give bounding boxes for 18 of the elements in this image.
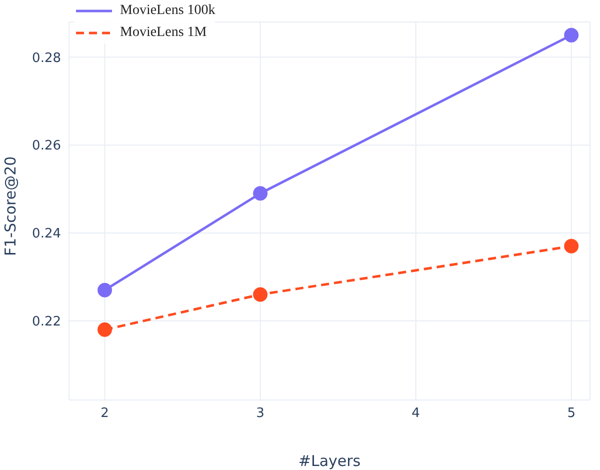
y-tick-label: 0.22 bbox=[32, 314, 61, 330]
x-tick-label: 5 bbox=[567, 406, 576, 422]
point bbox=[98, 282, 112, 298]
x-axis-title: #Layers bbox=[298, 452, 361, 470]
x-tick-label: 3 bbox=[256, 406, 264, 422]
y-tick-label: 0.24 bbox=[32, 226, 61, 242]
point bbox=[253, 287, 268, 302]
x-tick-label: 4 bbox=[412, 406, 420, 422]
y-tick-label: 0.28 bbox=[32, 50, 61, 66]
y-axis-title: F1-Score@20 bbox=[1, 156, 20, 256]
point bbox=[564, 238, 579, 254]
point bbox=[564, 28, 579, 42]
x-tick-label: 2 bbox=[100, 406, 109, 422]
y-tick-label: 0.26 bbox=[32, 138, 61, 154]
legend-label: MovieLens 100k bbox=[120, 3, 216, 19]
point bbox=[253, 186, 268, 201]
legend-label: MovieLens 1M bbox=[120, 25, 207, 41]
point bbox=[98, 322, 112, 337]
